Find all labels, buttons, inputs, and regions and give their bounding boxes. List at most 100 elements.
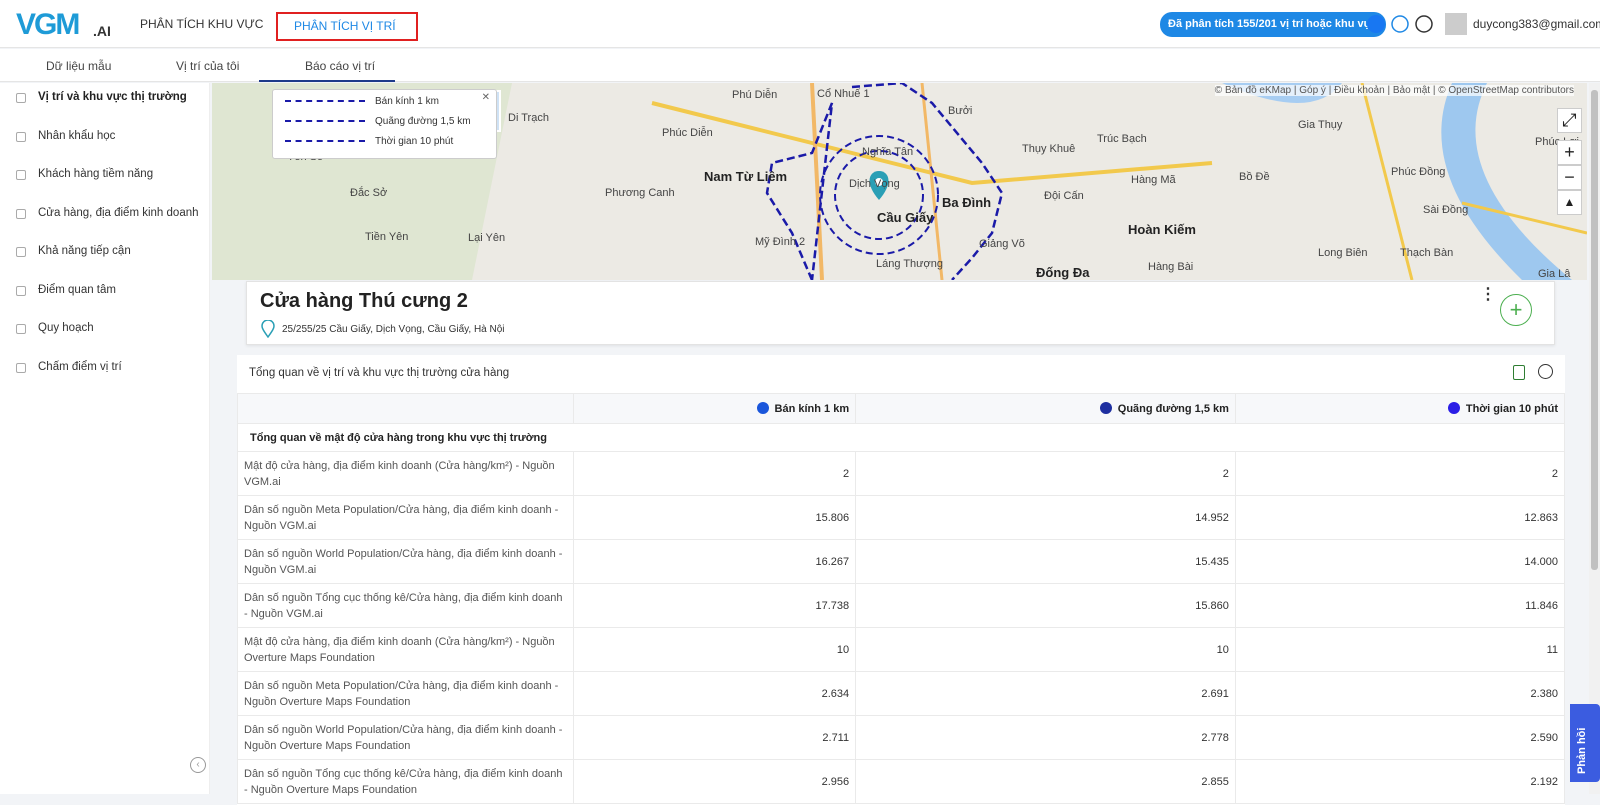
header-cell: Quãng đường 1,5 km bbox=[855, 393, 1236, 424]
map-label: Giảng Võ bbox=[979, 238, 1025, 250]
table-row: Dân số nguồn Meta Population/Cửa hàng, đ… bbox=[237, 495, 1566, 540]
series-dot bbox=[1099, 402, 1112, 414]
cell-value: 14.952 bbox=[855, 495, 1236, 540]
row-label: Mật độ cửa hàng, địa điểm kinh doanh (Cử… bbox=[237, 451, 574, 496]
user-email[interactable]: duycong383@gmail.com bbox=[1473, 17, 1600, 31]
map-label: Cổ Nhuế 1 bbox=[817, 88, 870, 100]
tabs: Dữ liệu mẫu Vị trí của tôi Báo cáo vị tr… bbox=[0, 49, 1600, 82]
status-badge[interactable]: Đã phân tích 155/201 vị trí hoặc khu vực bbox=[1160, 12, 1386, 37]
legend-item: Bán kính 1 km bbox=[285, 96, 439, 107]
table-row: Dân số nguồn World Population/Cửa hàng, … bbox=[237, 715, 1566, 760]
cell-value: 2 bbox=[572, 451, 857, 496]
table-row: Dân số nguồn Tổng cục thống kê/Cửa hàng,… bbox=[237, 583, 1566, 628]
overview-panel: Tổng quan về vị trí và khu vực thị trườn… bbox=[237, 355, 1566, 805]
compass[interactable]: ▲ bbox=[1557, 190, 1582, 215]
map-label: Cầu Giấy bbox=[877, 210, 934, 225]
map-label: Nam Từ Liêm bbox=[704, 169, 788, 184]
overview-table: Bán kính 1 km Quãng đường 1,5 km Thời gian… bbox=[237, 393, 1566, 804]
series-dot bbox=[756, 402, 769, 414]
add-button[interactable]: + bbox=[1500, 294, 1532, 326]
map-label: Trúc Bạch bbox=[1097, 133, 1147, 145]
cell-value: 2.590 bbox=[1234, 715, 1566, 760]
map-label: Phú Diễn bbox=[732, 89, 778, 101]
cell-value: 15.860 bbox=[855, 583, 1236, 628]
nav-area[interactable]: PHÂN TÍCH KHU VỰC bbox=[140, 17, 264, 31]
sidebar-icon bbox=[16, 324, 26, 334]
map-label: Gia Thụy bbox=[1298, 119, 1343, 131]
radius-circle bbox=[834, 150, 924, 240]
scroll-thumb[interactable] bbox=[1591, 90, 1598, 570]
legend-item: Quãng đường 1,5 km bbox=[285, 116, 471, 127]
map-label: Phúc Đồng bbox=[1391, 166, 1446, 178]
cell-value: 2.380 bbox=[1234, 671, 1566, 716]
map-label: Bưởi bbox=[948, 105, 973, 117]
facebook-icon[interactable] bbox=[1367, 15, 1385, 33]
cell-value: 2.855 bbox=[855, 759, 1236, 804]
map-label: Láng Thượng bbox=[876, 258, 943, 270]
help-icon[interactable] bbox=[1415, 15, 1433, 33]
store-address: 25/255/25 Cầu Giấy, Dịch Vọng, Cầu Giấy,… bbox=[282, 324, 505, 335]
sidebar-item[interactable]: Khách hàng tiềm năng bbox=[38, 168, 154, 180]
tab[interactable]: Dữ liệu mẫu bbox=[46, 59, 112, 73]
column-label: Thời gian 10 phút bbox=[1465, 403, 1558, 415]
feedback-button[interactable]: Phản hồi bbox=[1570, 704, 1600, 782]
sidebar-icon bbox=[16, 131, 26, 142]
map-label: Dịch Vọng bbox=[849, 178, 900, 190]
nav-location[interactable]: PHÂN TÍCH VỊ TRÍ bbox=[276, 12, 418, 41]
excel-button[interactable] bbox=[1513, 365, 1525, 380]
map-label: Hàng Bài bbox=[1148, 261, 1194, 273]
more-button[interactable]: ⋮ bbox=[1480, 286, 1496, 303]
row-label: Dân số nguồn World Population/Cửa hàng, … bbox=[237, 715, 574, 760]
row-label: Dân số nguồn Tổng cục thống kê/Cửa hàng,… bbox=[237, 583, 574, 628]
map-label: Đội Cấn bbox=[1044, 190, 1084, 202]
sidebar-item[interactable]: Nhân khẩu học bbox=[38, 129, 116, 142]
header: VGM .AI PHÂN TÍCH KHU VỰC PHÂN TÍCH VỊ T… bbox=[0, 0, 1600, 48]
sidebar-icon bbox=[16, 208, 26, 219]
header-icons[interactable] bbox=[1366, 14, 1446, 36]
header-cell: Thời gian 10 phút bbox=[1234, 393, 1566, 424]
avatar[interactable] bbox=[1445, 13, 1467, 35]
sidebar-item[interactable]: Vị trí và khu vực thị trường bbox=[38, 91, 187, 103]
cell-value: 2.956 bbox=[572, 759, 857, 804]
logo-suffix: .AI bbox=[93, 23, 111, 39]
map-legend: Bán kính 1 km Quãng đường 1,5 km Thời gi… bbox=[272, 89, 497, 159]
logo[interactable]: VGM bbox=[16, 8, 80, 41]
cell-value: 11 bbox=[1234, 627, 1566, 672]
sidebar-item[interactable]: Khả năng tiếp cận bbox=[38, 245, 131, 257]
section-row: Tổng quan về mật độ cửa hàng trong khu v… bbox=[237, 423, 1565, 452]
sidebar-item[interactable]: Cửa hàng, địa điểm kinh doanh bbox=[38, 206, 199, 219]
zoom-in[interactable]: + bbox=[1557, 140, 1582, 165]
map-label: Di Trạch bbox=[508, 112, 549, 124]
sidebar-icon bbox=[16, 93, 26, 103]
legend-label: Bán kính 1 km bbox=[375, 96, 439, 107]
map-label: Thụy Khuê bbox=[1022, 143, 1076, 155]
fullscreen-button[interactable]: ⤢ bbox=[1557, 108, 1582, 133]
cell-value: 14.000 bbox=[1234, 539, 1566, 584]
cell-value: 2 bbox=[1234, 451, 1566, 496]
map-label: Tiền Yên bbox=[365, 231, 409, 243]
cell-value: 16.267 bbox=[572, 539, 857, 584]
cell-value: 2.691 bbox=[855, 671, 1236, 716]
cell-value: 12.863 bbox=[1234, 495, 1566, 540]
table-row: Mật độ cửa hàng, địa điểm kinh doanh (Cử… bbox=[237, 451, 1566, 496]
address-icon bbox=[261, 320, 275, 338]
table-row: Mật độ cửa hàng, địa điểm kinh doanh (Cử… bbox=[237, 627, 1566, 672]
legend-close[interactable]: ✕ bbox=[481, 92, 490, 103]
map-label: Hoàn Kiếm bbox=[1128, 222, 1196, 237]
map-attribution: © Bản đồ eKMap | Góp ý | Điều khoản | Bả… bbox=[1214, 85, 1574, 96]
legend-label: Thời gian 10 phút bbox=[375, 136, 454, 147]
collapse-button[interactable]: ‹ bbox=[190, 757, 206, 773]
time-area bbox=[765, 83, 1004, 280]
help-button[interactable] bbox=[1538, 364, 1553, 379]
header-cell bbox=[237, 393, 574, 424]
sidebar-item[interactable]: Quy hoạch bbox=[38, 322, 94, 334]
panel-title: Tổng quan về vị trí và khu vực thị trườn… bbox=[249, 367, 510, 379]
tab[interactable]: Báo cáo vị trí bbox=[305, 59, 376, 73]
tab[interactable]: Vị trí của tôi bbox=[176, 59, 240, 73]
road bbox=[920, 83, 944, 280]
row-label: Dân số nguồn Tổng cục thống kê/Cửa hàng,… bbox=[237, 759, 574, 804]
sidebar-item[interactable]: Chấm điểm vị trí bbox=[38, 360, 122, 373]
zoom-out[interactable]: − bbox=[1557, 165, 1582, 190]
sidebar-item[interactable]: Điểm quan tâm bbox=[38, 283, 116, 296]
zalo-icon[interactable] bbox=[1391, 15, 1409, 33]
